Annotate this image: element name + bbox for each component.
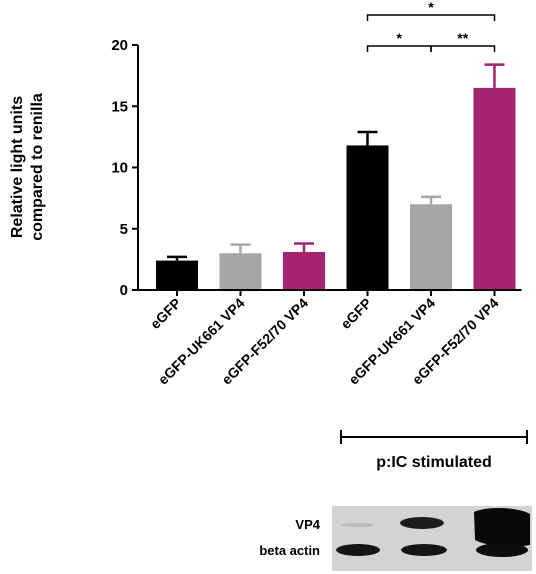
bar (156, 260, 198, 290)
blot-band-vp4-lane1 (341, 523, 375, 527)
y-tick-label: 10 (111, 160, 128, 177)
bar (410, 204, 452, 290)
x-tick-label: eGFP (147, 295, 184, 332)
bar (283, 252, 325, 290)
significance-label: * (428, 0, 434, 15)
y-tick-label: 15 (111, 98, 128, 115)
significance-bracket (366, 14, 496, 21)
group-label: p:IC stimulated (376, 454, 492, 471)
significance-bracket (366, 45, 432, 52)
blot-band-actin-lane3 (476, 543, 528, 557)
blot-band-actin-lane2 (401, 544, 447, 556)
significance-bracket (430, 45, 496, 52)
bar (473, 87, 516, 290)
y-tick-label: 20 (111, 37, 128, 54)
y-axis-title-line-2: compared to renilla (29, 93, 46, 241)
bar (219, 253, 262, 290)
significance-label: ** (457, 30, 468, 46)
blot-band-vp4-lane3 (474, 507, 530, 547)
y-tick-label: 0 (120, 282, 128, 299)
y-axis: 0 5 10 15 20 (111, 37, 139, 299)
significance-label: * (397, 30, 403, 46)
significance-brackets: * *** (366, 0, 496, 52)
western-blot: VP4 beta actin (259, 506, 532, 571)
y-axis-title-line-1: Relative light units (9, 96, 26, 238)
bars (156, 63, 516, 290)
blot-band-vp4-lane2 (400, 517, 444, 529)
x-tick-label: eGFP (337, 295, 374, 332)
blot-label-vp4: VP4 (295, 517, 320, 532)
blot-band-actin-lane1 (336, 544, 380, 556)
bar (346, 145, 389, 290)
blot-label-beta-actin: beta actin (259, 543, 320, 558)
group-bracket: p:IC stimulated (340, 430, 528, 471)
y-tick-label: 5 (120, 221, 128, 238)
